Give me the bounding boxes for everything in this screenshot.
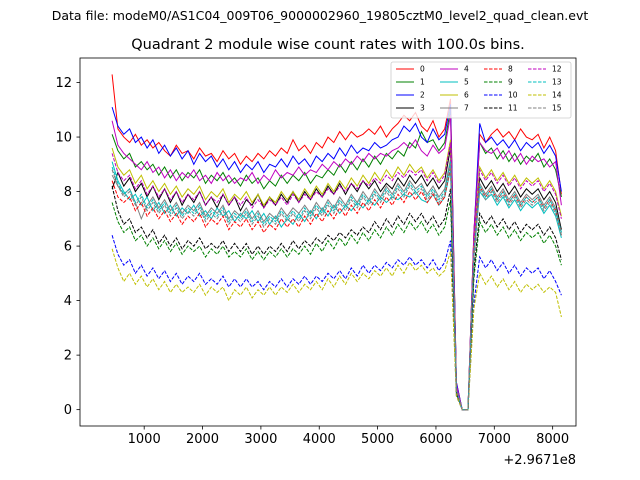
series-line-9 bbox=[111, 199, 562, 411]
y-tick-label: 0 bbox=[64, 403, 72, 418]
series-line-13 bbox=[111, 161, 562, 411]
series-line-8 bbox=[111, 166, 562, 411]
legend-label-8: 8 bbox=[508, 65, 513, 74]
x-tick-label: 7000 bbox=[478, 432, 511, 447]
series-line-11 bbox=[111, 185, 562, 411]
y-tick-label: 6 bbox=[64, 240, 72, 255]
y-tick-label: 12 bbox=[55, 76, 72, 91]
legend-label-5: 5 bbox=[464, 78, 469, 87]
legend-label-4: 4 bbox=[464, 65, 469, 74]
y-tick-label: 2 bbox=[64, 349, 72, 364]
y-tick-label: 4 bbox=[64, 294, 72, 309]
legend-label-10: 10 bbox=[508, 91, 518, 100]
legend-label-3: 3 bbox=[420, 104, 425, 113]
x-tick-label: 8000 bbox=[536, 432, 569, 447]
legend-label-0: 0 bbox=[420, 65, 425, 74]
legend-label-14: 14 bbox=[552, 91, 562, 100]
x-offset-label: +2.9671e8 bbox=[503, 453, 576, 468]
x-tick-label: 4000 bbox=[303, 432, 336, 447]
legend-label-1: 1 bbox=[420, 78, 425, 87]
series-line-7 bbox=[111, 158, 562, 411]
legend-label-11: 11 bbox=[508, 104, 518, 113]
y-tick-label: 8 bbox=[64, 185, 72, 200]
axes: 1000 2000 3000 4000 5000 6000 7000 8000+2.9671e… bbox=[55, 57, 577, 468]
legend-label-9: 9 bbox=[508, 78, 513, 87]
legend-label-12: 12 bbox=[552, 65, 562, 74]
x-tick-label: 3000 bbox=[244, 432, 277, 447]
legend-label-2: 2 bbox=[420, 91, 425, 100]
legend-label-15: 15 bbox=[552, 104, 562, 113]
suptitle: Data file: modeM0/AS1C04_009T06_90000029… bbox=[52, 8, 589, 23]
x-tick-label: 5000 bbox=[361, 432, 394, 447]
series-line-14 bbox=[111, 248, 562, 411]
x-tick-label: 6000 bbox=[419, 432, 452, 447]
chart-title: Quadrant 2 module wise count rates with … bbox=[131, 37, 525, 53]
x-tick-label: 2000 bbox=[186, 432, 219, 447]
series-line-1 bbox=[111, 109, 562, 411]
series-line-15 bbox=[111, 164, 562, 411]
y-tick-label: 10 bbox=[55, 131, 72, 146]
series-line-10 bbox=[111, 235, 562, 411]
series-line-4 bbox=[111, 115, 562, 411]
legend-label-13: 13 bbox=[552, 78, 562, 87]
axes-frame bbox=[79, 57, 577, 427]
legend-label-6: 6 bbox=[464, 91, 469, 100]
plot-lines bbox=[111, 74, 562, 411]
series-line-2 bbox=[111, 104, 562, 411]
legend-label-7: 7 bbox=[464, 104, 469, 113]
x-tick-label: 1000 bbox=[128, 432, 161, 447]
legend-box bbox=[390, 61, 572, 119]
series-line-6 bbox=[111, 139, 562, 411]
series-line-12 bbox=[111, 142, 562, 411]
